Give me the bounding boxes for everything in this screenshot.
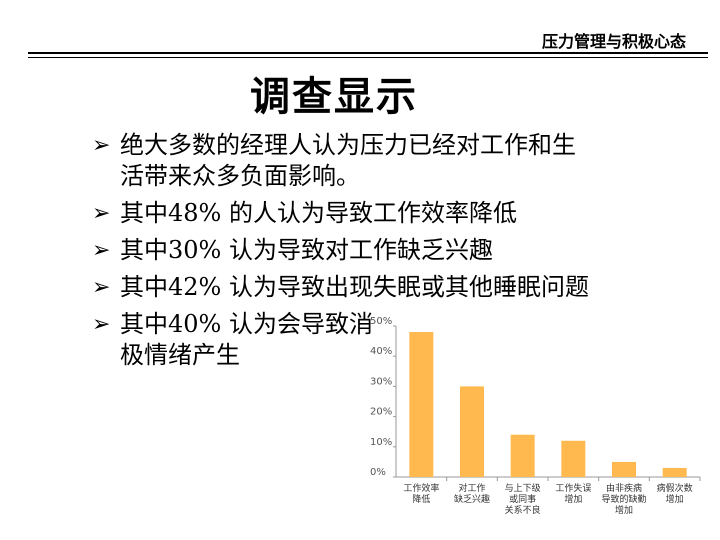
- bar: [510, 434, 535, 477]
- header-title: 压力管理与积极心态: [541, 32, 686, 51]
- x-tick-label: 工作效率降低: [403, 482, 439, 505]
- bar: [561, 440, 586, 477]
- x-tick-label: 由非疾病导致的缺勤增加: [601, 482, 646, 516]
- bar: [460, 386, 484, 477]
- bar: [662, 467, 687, 477]
- bullet-text: 绝大多数的经理人认为压力已经对工作和生活带来众多负面影响。: [120, 131, 576, 190]
- y-tick-label: 10%: [370, 437, 392, 448]
- y-tick-label: 50%: [370, 316, 392, 327]
- bullet-item: ➢ 其中42% 认为导致出现失眠或其他睡眠问题: [92, 272, 592, 303]
- slide-title: 调查显示: [250, 74, 418, 120]
- bullet-item: ➢ 其中48% 的人认为导致工作效率降低: [92, 198, 592, 229]
- bar-chart: 0% 10% 20% 30% 40% 50% 工作效率降低对工作缺乏兴趣与上下级或同事关系不…: [370, 316, 701, 516]
- x-tick-label: 工作失误增加: [555, 482, 591, 505]
- header-divider-thick: [28, 52, 708, 54]
- bullet-text: 其中30% 认为导致对工作缺乏兴趣: [120, 236, 493, 264]
- bullet-text: 其中42% 认为导致出现失眠或其他睡眠问题: [120, 273, 589, 301]
- arrow-bullet-icon: ➢: [92, 275, 111, 300]
- bullet-list: ➢ 绝大多数的经理人认为压力已经对工作和生活带来众多负面影响。 ➢ 其中48% …: [92, 130, 592, 377]
- arrow-bullet-icon: ➢: [92, 201, 111, 226]
- bullet-item: ➢ 其中30% 认为导致对工作缺乏兴趣: [92, 235, 592, 266]
- y-tick-label: 30%: [370, 376, 392, 387]
- arrow-bullet-icon: ➢: [92, 238, 111, 263]
- y-tick-label: 40%: [370, 346, 392, 357]
- x-tick-label: 与上下级或同事关系不良: [505, 482, 541, 516]
- bar: [409, 332, 434, 477]
- bullet-item: ➢ 其中40% 认为会导致消极情绪产生: [92, 309, 380, 371]
- bar: [612, 461, 636, 477]
- y-tick-label: 20%: [370, 407, 392, 418]
- x-tick-label: 病假次数增加: [657, 482, 693, 505]
- bullet-text: 其中48% 的人认为导致工作效率降低: [120, 199, 517, 227]
- y-tick-label: 0%: [370, 467, 386, 478]
- bullet-text: 其中40% 认为会导致消极情绪产生: [120, 310, 373, 369]
- arrow-bullet-icon: ➢: [92, 133, 111, 158]
- arrow-bullet-icon: ➢: [92, 312, 111, 337]
- x-tick-label: 对工作缺乏兴趣: [454, 482, 490, 505]
- bullet-item: ➢ 绝大多数的经理人认为压力已经对工作和生活带来众多负面影响。: [92, 130, 592, 192]
- header-divider-thin: [28, 57, 708, 58]
